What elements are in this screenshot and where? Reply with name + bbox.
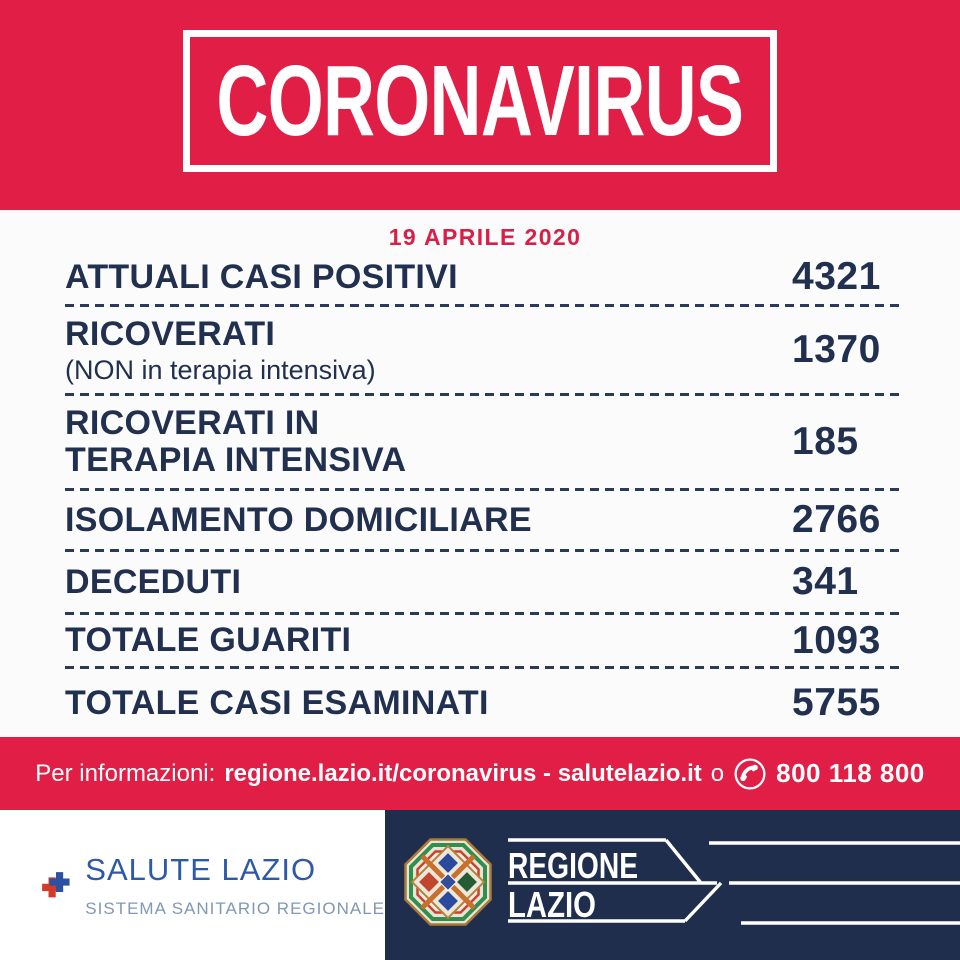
info-prefix: Per informazioni:: [35, 759, 216, 787]
dashed-divider: [65, 393, 905, 396]
stat-value: 1370: [792, 328, 881, 371]
info-links[interactable]: regione.lazio.it/coronavirus - salutelaz…: [224, 759, 702, 787]
stat-value: 4321: [792, 255, 881, 298]
info-conjunction: o: [710, 759, 725, 787]
stat-value: 1093: [792, 618, 881, 662]
phone-number[interactable]: 800 118 800: [776, 758, 925, 788]
stat-row-ricoverati: RICOVERATI (NON in terapia intensiva) 13…: [65, 307, 905, 393]
info-bar: Per informazioni: regione.lazio.it/coron…: [0, 737, 960, 810]
stat-value: 185: [792, 420, 859, 463]
stat-row-attuali-casi-positivi: ATTUALI CASI POSITIVI 4321: [65, 250, 905, 304]
regione-wordmark-line2: LAZIO: [508, 884, 596, 925]
stat-label-line2: TERAPIA INTENSIVA: [65, 441, 407, 479]
phone-icon: [734, 758, 766, 789]
stat-row-isolamento-domiciliare: ISOLAMENTO DOMICILIARE 2766: [65, 491, 905, 549]
regione-wordmark-line1: REGIONE: [508, 845, 638, 886]
title-frame: CORONAVIRUS: [183, 30, 777, 172]
salute-lazio-subtitle: SISTEMA SANITARIO REGIONALE: [85, 898, 385, 918]
regione-lazio-block: REGIONE LAZIO: [385, 810, 960, 960]
stat-sublabel: (NON in terapia intensiva): [65, 354, 376, 385]
stat-label: TOTALE GUARITI: [65, 621, 352, 659]
footer: SALUTE LAZIO SISTEMA SANITARIO REGIONALE: [0, 810, 960, 960]
salute-lazio-title: SALUTE LAZIO: [85, 851, 317, 887]
report-date: 19 APRILE 2020: [388, 224, 582, 250]
dashed-divider: [65, 549, 905, 552]
dashed-divider: [65, 612, 905, 615]
regione-lazio-emblem: [404, 838, 492, 926]
stat-row-deceduti: DECEDUTI 341: [65, 552, 905, 612]
stat-value: 5755: [792, 681, 881, 724]
page-title: CORONAVIRUS: [216, 45, 745, 157]
stat-label: DECEDUTI: [65, 562, 242, 601]
stat-row-totale-guariti: TOTALE GUARITI 1093: [65, 615, 905, 666]
stat-label: RICOVERATI IN: [65, 404, 320, 442]
stat-value: 2766: [792, 498, 881, 541]
stat-label: ATTUALI CASI POSITIVI: [65, 257, 458, 296]
stat-value: 341: [792, 560, 859, 603]
header-banner: CORONAVIRUS: [0, 0, 960, 210]
stat-row-terapia-intensiva: RICOVERATI IN TERAPIA INTENSIVA 185: [65, 396, 905, 488]
stat-label: RICOVERATI: [65, 314, 276, 353]
stat-label: ISOLAMENTO DOMICILIARE: [65, 500, 532, 539]
medical-cross-icon: [42, 872, 70, 898]
stat-label: TOTALE CASI ESAMINATI: [65, 683, 489, 722]
dashed-divider: [65, 304, 905, 307]
regione-logo-lines: [508, 838, 960, 925]
stat-row-totale-casi-esaminati: TOTALE CASI ESAMINATI 5755: [65, 669, 905, 737]
stats-panel: 19 APRILE 2020 ATTUALI CASI POSITIVI 432…: [0, 210, 960, 737]
dashed-divider: [65, 666, 905, 669]
dashed-divider: [65, 488, 905, 491]
salute-lazio-block: SALUTE LAZIO SISTEMA SANITARIO REGIONALE: [0, 810, 385, 960]
